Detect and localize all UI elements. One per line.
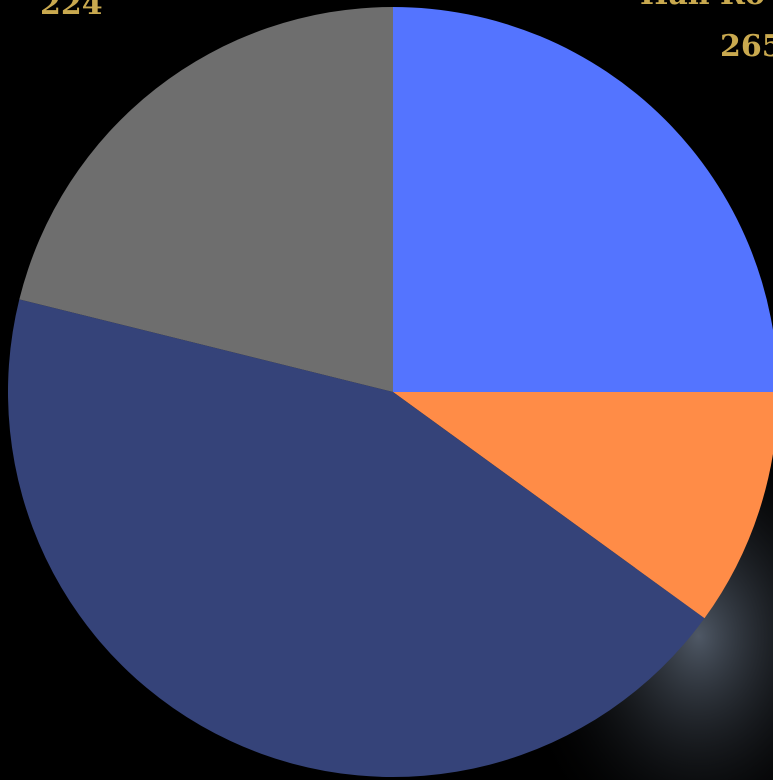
slice-name-label: Han Ro <box>640 0 765 12</box>
slice-value-label: 265 <box>720 29 773 64</box>
pie-slice <box>8 299 705 777</box>
pie-slice <box>19 7 394 392</box>
labels: Han Ro 265 224 <box>40 0 773 64</box>
pie <box>8 7 773 777</box>
pie-slice <box>393 392 773 619</box>
slice-value-label: 224 <box>40 0 103 22</box>
pie-slice <box>393 7 773 392</box>
